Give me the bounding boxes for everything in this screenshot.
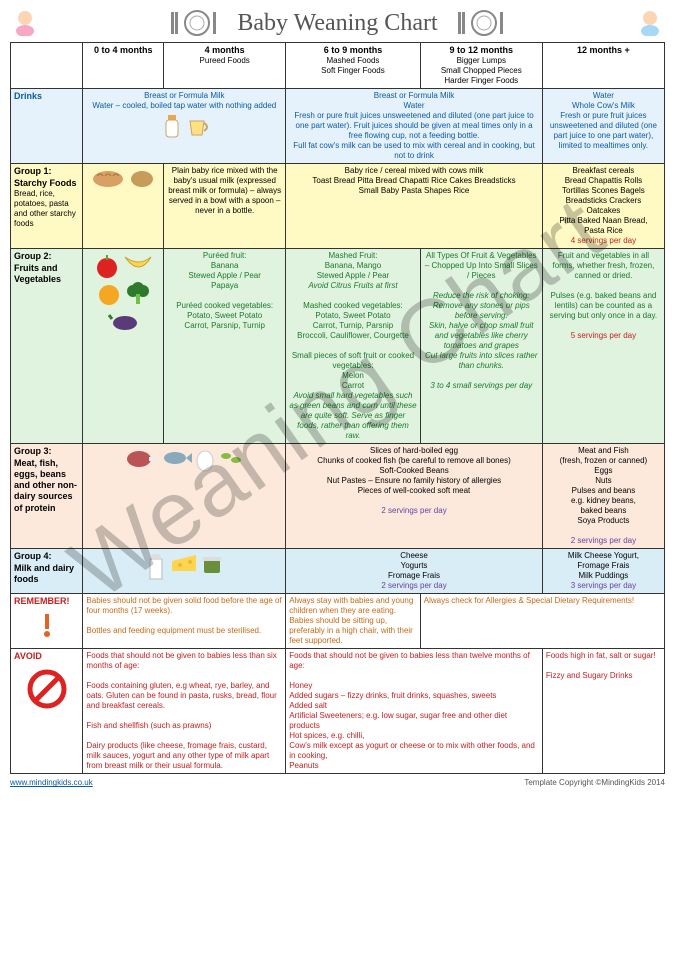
exclaim-icon bbox=[14, 612, 79, 641]
group3-6-12: Slices of hard-boiled egg Chunks of cook… bbox=[286, 444, 543, 549]
footer-url[interactable]: www.mindingkids.co.uk bbox=[10, 778, 93, 787]
avoid-label: AVOID bbox=[11, 649, 83, 774]
row-group1: Group 1: Starchy FoodsBread, rice, potat… bbox=[11, 164, 665, 249]
group1-label: Group 1: Starchy FoodsBread, rice, potat… bbox=[11, 164, 83, 249]
cheese-icon bbox=[170, 553, 198, 573]
bottle-icon bbox=[161, 113, 183, 139]
col-6-9: 6 to 9 monthsMashed Foods Soft Finger Fo… bbox=[286, 43, 421, 89]
fish-icon bbox=[162, 448, 192, 468]
col-12: 12 months + bbox=[542, 43, 664, 89]
baby-icon-left bbox=[10, 6, 40, 41]
drinks-6-12: Breast or Formula Milk Water Fresh or pu… bbox=[286, 89, 543, 164]
group1-6-12: Baby rice / cereal mixed with cows milk … bbox=[286, 164, 543, 249]
apple-icon bbox=[94, 253, 120, 279]
group2-label: Group 2: Fruits and Vegetables bbox=[11, 249, 83, 444]
group2-9m: All Types Of Fruit & Vegetables – Choppe… bbox=[420, 249, 542, 444]
group4-6-12: Cheese Yogurts Fromage Frais 2 servings … bbox=[286, 549, 543, 594]
group3-12: Meat and Fish (fresh, frozen or canned) … bbox=[542, 444, 664, 549]
plate-icon bbox=[456, 8, 506, 38]
group4-12: Milk Cheese Yogurt, Fromage Frais Milk P… bbox=[542, 549, 664, 594]
egg-icon bbox=[195, 448, 215, 472]
group2-6m: Mashed Fruit: Banana, Mango Stewed Apple… bbox=[286, 249, 421, 444]
orange-icon bbox=[96, 282, 122, 308]
col-4: 4 monthsPureed Foods bbox=[164, 43, 286, 89]
group2-12: Fruit and vegetables in all forms, wheth… bbox=[542, 249, 664, 444]
avoid-left: Foods that should not be given to babies… bbox=[83, 649, 286, 774]
remember-label: REMEMBER! bbox=[11, 594, 83, 649]
row-remember: REMEMBER! Babies should not be given sol… bbox=[11, 594, 665, 649]
footer-copyright: Template Copyright ©MindingKids 2014 bbox=[524, 778, 665, 787]
header-row: 0 to 4 months 4 monthsPureed Foods 6 to … bbox=[11, 43, 665, 89]
drinks-12: Water Whole Cow's Milk Fresh or pure fru… bbox=[542, 89, 664, 164]
row-group3: Group 3: Meat, fish, eggs, beans and oth… bbox=[11, 444, 665, 549]
broccoli-icon bbox=[125, 282, 151, 308]
group3-label: Group 3: Meat, fish, eggs, beans and oth… bbox=[11, 444, 83, 549]
weaning-table: 0 to 4 months 4 monthsPureed Foods 6 to … bbox=[10, 42, 665, 774]
avoid-mid: Foods that should not be given to babies… bbox=[286, 649, 543, 774]
group4-icons bbox=[83, 549, 286, 594]
col-9-12: 9 to 12 monthsBigger Lumps Small Chopped… bbox=[420, 43, 542, 89]
row-avoid: AVOID Foods that should not be given to … bbox=[11, 649, 665, 774]
remember-left: Babies should not be given solid food be… bbox=[83, 594, 286, 649]
avoid-right: Foods high in fat, salt or sugar! Fizzy … bbox=[542, 649, 664, 774]
group2-icons bbox=[83, 249, 164, 444]
remember-mid: Always stay with babies and young childr… bbox=[286, 594, 421, 649]
potato-icon bbox=[128, 168, 156, 190]
banana-icon bbox=[123, 253, 153, 273]
group1-icons bbox=[83, 164, 164, 249]
group1-12: Breakfast cereals Bread Chapattis Rolls … bbox=[542, 164, 664, 249]
baby-icon-right bbox=[635, 6, 665, 41]
drinks-0-4: Breast or Formula Milk Water – cooled, b… bbox=[83, 89, 286, 164]
yogurt-icon bbox=[201, 553, 223, 575]
group4-label: Group 4: Milk and dairy foods bbox=[11, 549, 83, 594]
group2-4m: Puréed fruit: Banana Stewed Apple / Pear… bbox=[164, 249, 286, 444]
page-title: Baby Weaning Chart bbox=[237, 10, 437, 37]
group3-icons bbox=[83, 444, 286, 549]
row-group4: Group 4: Milk and dairy foods Cheese Yog… bbox=[11, 549, 665, 594]
row-drinks: Drinks Breast or Formula Milk Water – co… bbox=[11, 89, 665, 164]
milk-icon bbox=[145, 553, 167, 581]
group1-4m: Plain baby rice mixed with the baby's us… bbox=[164, 164, 286, 249]
row-group2: Group 2: Fruits and Vegetables Puréed fr… bbox=[11, 249, 665, 444]
beans-icon bbox=[218, 448, 244, 468]
bread-icon bbox=[91, 168, 125, 190]
no-icon bbox=[14, 669, 79, 712]
eggplant-icon bbox=[108, 311, 138, 333]
meat-icon bbox=[125, 448, 159, 470]
col-0-4: 0 to 4 months bbox=[83, 43, 164, 89]
remember-right: Always check for Allergies & Special Die… bbox=[420, 594, 664, 649]
drinks-label: Drinks bbox=[11, 89, 83, 164]
cup-icon bbox=[186, 113, 208, 139]
plate-icon bbox=[169, 8, 219, 38]
